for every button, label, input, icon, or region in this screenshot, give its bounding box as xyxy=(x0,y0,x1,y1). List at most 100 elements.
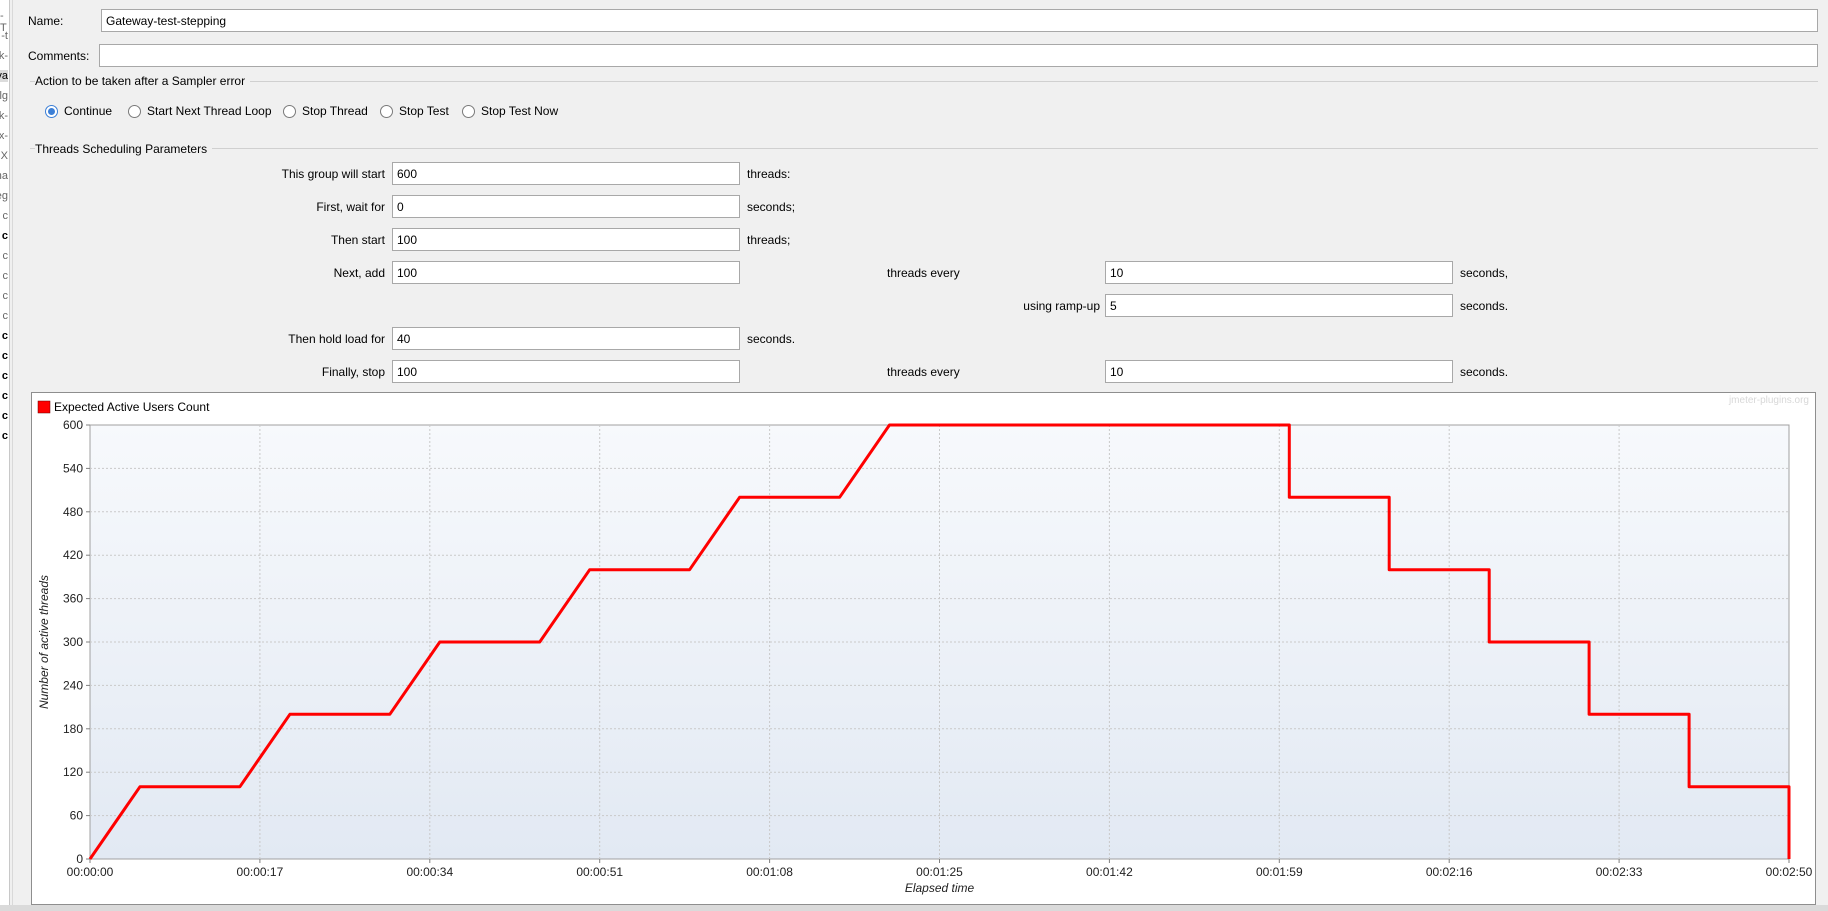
status-bar xyxy=(0,905,1828,911)
name-label: Name: xyxy=(28,14,64,28)
tree-item[interactable]: c xyxy=(1,390,8,402)
y-tick-label: 180 xyxy=(63,722,83,736)
tree-item[interactable]: -T xyxy=(0,10,7,34)
y-tick-label: 360 xyxy=(63,592,83,606)
tree-item[interactable]: X xyxy=(0,150,8,162)
radio-continue[interactable]: Continue xyxy=(45,104,112,118)
comments-field[interactable] xyxy=(99,44,1818,67)
tree-item[interactable]: c xyxy=(2,310,9,322)
test-plan-tree[interactable]: -T-tk-valgk-x-Xnaegcccccccccccc xyxy=(0,0,10,911)
y-tick-label: 240 xyxy=(63,678,83,692)
initial-threads-unit: threads; xyxy=(747,233,791,247)
y-tick-label: 120 xyxy=(63,765,83,779)
add-threads-every-label: threads every xyxy=(887,266,960,280)
radio-stop-thread[interactable]: Stop Thread xyxy=(283,104,368,118)
y-tick-label: 0 xyxy=(76,852,83,866)
y-axis-label: Number of active threads xyxy=(37,575,51,709)
tree-item[interactable]: na xyxy=(0,170,8,182)
radio-stop-thread-label: Stop Thread xyxy=(302,104,368,118)
x-tick-label: 00:00:17 xyxy=(237,865,284,879)
ramp-up-field[interactable] xyxy=(1105,294,1453,317)
split-pane-divider[interactable] xyxy=(12,0,13,911)
name-field[interactable] xyxy=(101,9,1818,32)
x-tick-label: 00:01:08 xyxy=(746,865,793,879)
stop-threads-every-label: threads every xyxy=(887,365,960,379)
legend-swatch xyxy=(37,400,51,414)
tree-item[interactable]: c xyxy=(1,410,8,422)
stop-threads-period-unit: seconds. xyxy=(1460,365,1509,379)
x-tick-label: 00:02:33 xyxy=(1596,865,1643,879)
start-threads-field[interactable] xyxy=(392,162,740,185)
start-threads-unit: threads: xyxy=(747,167,791,181)
tree-item[interactable]: k- xyxy=(0,110,8,122)
add-threads-period-field[interactable] xyxy=(1105,261,1453,284)
radio-continue-label: Continue xyxy=(64,104,113,118)
initial-threads-field[interactable] xyxy=(392,228,740,251)
stop-threads-label: Finally, stop xyxy=(321,365,385,379)
tree-item[interactable]: c xyxy=(1,350,8,362)
x-tick-label: 00:00:51 xyxy=(576,865,623,879)
radio-selected-icon xyxy=(45,104,58,118)
hold-load-unit: seconds. xyxy=(747,332,796,346)
x-tick-label: 00:00:34 xyxy=(406,865,453,879)
x-tick-label: 00:02:50 xyxy=(1766,865,1813,879)
tree-item[interactable]: c xyxy=(2,210,9,222)
series-line xyxy=(88,423,1791,860)
radio-stop-test-now-label: Stop Test Now xyxy=(481,104,559,118)
tree-item[interactable]: k- xyxy=(0,50,8,62)
ramp-up-label: using ramp-up xyxy=(1023,299,1100,313)
y-tick-label: 300 xyxy=(63,635,83,649)
hold-load-label: Then hold load for xyxy=(288,332,385,346)
radio-stop-test[interactable]: Stop Test xyxy=(380,104,449,118)
initial-delay-field[interactable] xyxy=(392,195,740,218)
sched-group-border xyxy=(30,148,1818,149)
add-threads-period-unit: seconds, xyxy=(1460,266,1509,280)
legend-label: Expected Active Users Count xyxy=(54,400,210,414)
y-tick-label: 600 xyxy=(63,418,83,432)
ramp-up-unit: seconds. xyxy=(1460,299,1509,313)
x-tick-label: 00:01:25 xyxy=(916,865,963,879)
radio-unselected-icon xyxy=(380,104,393,118)
x-axis-label: Elapsed time xyxy=(905,881,975,895)
initial-delay-label: First, wait for xyxy=(316,200,385,214)
radio-stop-test-now[interactable]: Stop Test Now xyxy=(462,104,558,118)
tree-item[interactable]: c xyxy=(1,330,8,342)
radio-unselected-icon xyxy=(462,104,475,118)
watermark: jmeter-plugins.org xyxy=(1728,395,1809,406)
tree-item[interactable]: c xyxy=(1,430,8,442)
add-threads-field[interactable] xyxy=(392,261,740,284)
comments-label: Comments: xyxy=(28,49,90,63)
hold-load-field[interactable] xyxy=(392,327,740,350)
sched-group-title: Threads Scheduling Parameters xyxy=(35,142,213,156)
initial-threads-label: Then start xyxy=(330,233,385,247)
stop-threads-period-field[interactable] xyxy=(1105,360,1453,383)
y-tick-label: 60 xyxy=(70,809,84,823)
tree-item[interactable]: c xyxy=(2,250,9,262)
error-group-border xyxy=(30,81,1818,82)
expected-users-chart: 0 60 120 180 240 300 360 420 480 540 600 00:00:00 00… xyxy=(37,395,1813,895)
x-tick-label: 00:01:59 xyxy=(1256,865,1303,879)
x-tick-label: 00:00:00 xyxy=(67,865,114,879)
initial-delay-unit: seconds; xyxy=(747,200,796,214)
tree-item[interactable]: c xyxy=(1,230,8,242)
tree-item[interactable]: lg xyxy=(0,90,8,102)
expected-users-chart-panel: 0 60 120 180 240 300 360 420 480 540 600 00:00:00 00… xyxy=(31,392,1816,905)
tree-item[interactable]: c xyxy=(2,270,9,282)
tree-item[interactable]: x- xyxy=(0,130,8,142)
radio-stop-test-label: Stop Test xyxy=(399,104,449,118)
radio-start-next-thread-loop-label: Start Next Thread Loop xyxy=(147,104,272,118)
tree-item[interactable]: va xyxy=(0,70,8,82)
error-group-title: Action to be taken after a Sampler error xyxy=(35,74,251,88)
tree-item[interactable]: c xyxy=(2,290,9,302)
x-tick-label: 00:02:16 xyxy=(1426,865,1473,879)
stop-threads-field[interactable] xyxy=(392,360,740,383)
y-tick-label: 480 xyxy=(63,505,83,519)
add-threads-label: Next, add xyxy=(333,266,385,280)
tree-item[interactable]: -t xyxy=(1,30,8,42)
tree-item[interactable]: c xyxy=(1,370,8,382)
y-tick-label: 540 xyxy=(63,461,83,475)
start-threads-label: This group will start xyxy=(281,167,385,181)
x-tick-label: 00:01:42 xyxy=(1086,865,1133,879)
tree-item[interactable]: eg xyxy=(0,190,8,202)
radio-start-next-thread-loop[interactable]: Start Next Thread Loop xyxy=(128,104,272,118)
